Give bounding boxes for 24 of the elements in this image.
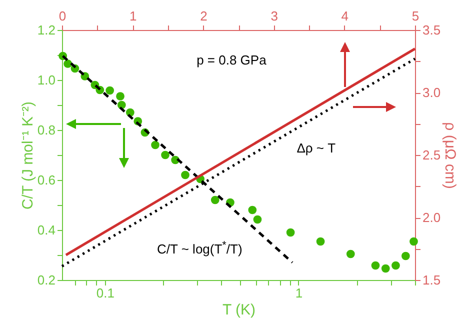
- y-tick-label: 1.0: [37, 72, 56, 88]
- y2-axis-title: ρ (μΩ cm): [442, 122, 459, 189]
- y-tick-label: 0.4: [37, 222, 56, 238]
- y2-tick-label: 1.5: [422, 272, 441, 288]
- annotation: Δρ ~ T: [296, 140, 336, 155]
- x-axis-title: T (K): [222, 302, 256, 318]
- annotation: p = 0.8 GPa: [196, 52, 266, 68]
- y2-tick-label: 2.5: [422, 148, 441, 162]
- x2-tick-label: 1: [129, 8, 137, 24]
- y-axis-title: C/T (J mol⁻¹ K⁻²): [19, 101, 36, 210]
- x2-tick-label: 4: [341, 8, 349, 24]
- y2-tick-label: 2.0: [422, 210, 441, 225]
- y2-tick-label: 3.5: [422, 22, 441, 38]
- y2-tick-label: 3.0: [422, 85, 441, 100]
- x2-tick-label: 2: [200, 8, 208, 24]
- y-tick-label: 0.6: [37, 172, 56, 188]
- x2-tick-label: 0: [58, 8, 66, 24]
- y-tick-label: 0.2: [37, 272, 56, 288]
- x-tick-label: 0.1: [96, 286, 114, 300]
- annotation: C/T ~ log(T$^{*}$/T): [157, 238, 242, 256]
- y-tick-label: 1.2: [37, 22, 56, 38]
- x2-tick-label: 3: [270, 8, 278, 24]
- x2-tick-label: 5: [412, 8, 420, 24]
- y-tick-label: 0.8: [37, 122, 56, 138]
